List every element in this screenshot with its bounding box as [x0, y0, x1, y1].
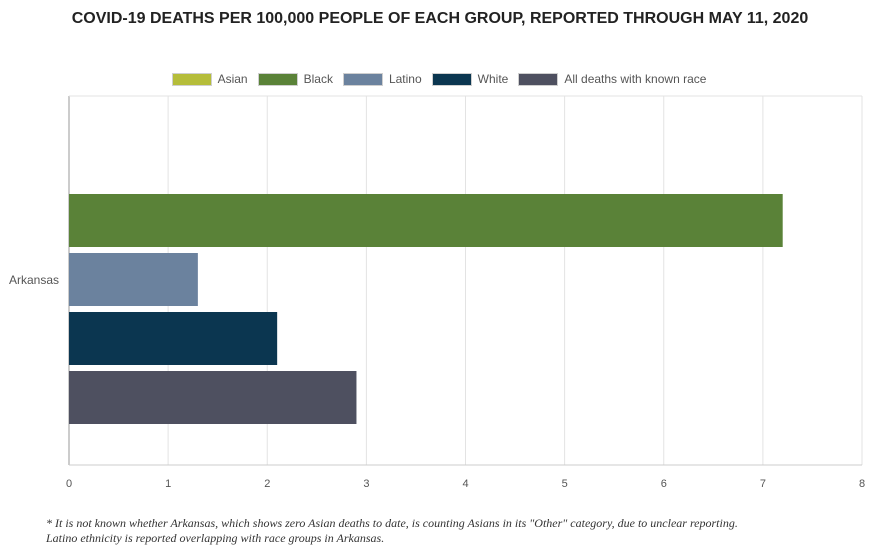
- bar-white: [69, 312, 278, 365]
- legend-label-black: Black: [303, 72, 333, 86]
- legend-item-all-deaths[interactable]: All deaths with known race: [518, 72, 706, 86]
- x-tick-label-1: 1: [165, 478, 171, 490]
- x-tick-label-7: 7: [760, 478, 766, 490]
- bar-chart: 0 1 2 3 4 5 6 7 8 Arkansas: [9, 95, 865, 490]
- legend-swatch-all-deaths: [518, 72, 559, 86]
- legend-swatch-latino: [342, 72, 383, 86]
- x-tick-label-8: 8: [859, 478, 865, 490]
- bar-all-deaths: [69, 371, 357, 424]
- legend-item-black[interactable]: Black: [257, 72, 333, 86]
- bar-latino: [69, 253, 198, 306]
- legend: Asian Black Latino White All deaths with…: [0, 70, 880, 88]
- x-tick-label-4: 4: [462, 478, 468, 490]
- chart-title: COVID-19 DEATHS PER 100,000 PEOPLE OF EA…: [71, 10, 809, 27]
- legend-label-all-deaths: All deaths with known race: [564, 72, 707, 86]
- bar-black: [69, 194, 783, 247]
- legend-item-white[interactable]: White: [431, 72, 509, 86]
- footnote-line-1: * It is not known whether Arkansas, whic…: [46, 516, 738, 530]
- footnote-line-2: Latino ethnicity is reported overlapping…: [46, 531, 385, 545]
- x-tick-label-3: 3: [363, 478, 369, 490]
- legend-label-white: White: [477, 72, 509, 86]
- legend-item-latino[interactable]: Latino: [342, 72, 422, 86]
- x-tick-label-2: 2: [264, 478, 270, 490]
- x-tick-label-6: 6: [661, 478, 667, 490]
- legend-swatch-white: [431, 72, 472, 86]
- legend-item-asian[interactable]: Asian: [171, 72, 248, 86]
- legend-swatch-asian: [171, 72, 212, 86]
- x-tick-label-5: 5: [562, 478, 568, 490]
- footnote: * It is not known whether Arkansas, whic…: [46, 516, 876, 546]
- legend-label-asian: Asian: [217, 72, 248, 86]
- legend-label-latino: Latino: [388, 72, 422, 86]
- legend-swatch-black: [257, 72, 298, 86]
- category-label-arkansas: Arkansas: [9, 273, 59, 287]
- x-tick-label-0: 0: [66, 478, 72, 490]
